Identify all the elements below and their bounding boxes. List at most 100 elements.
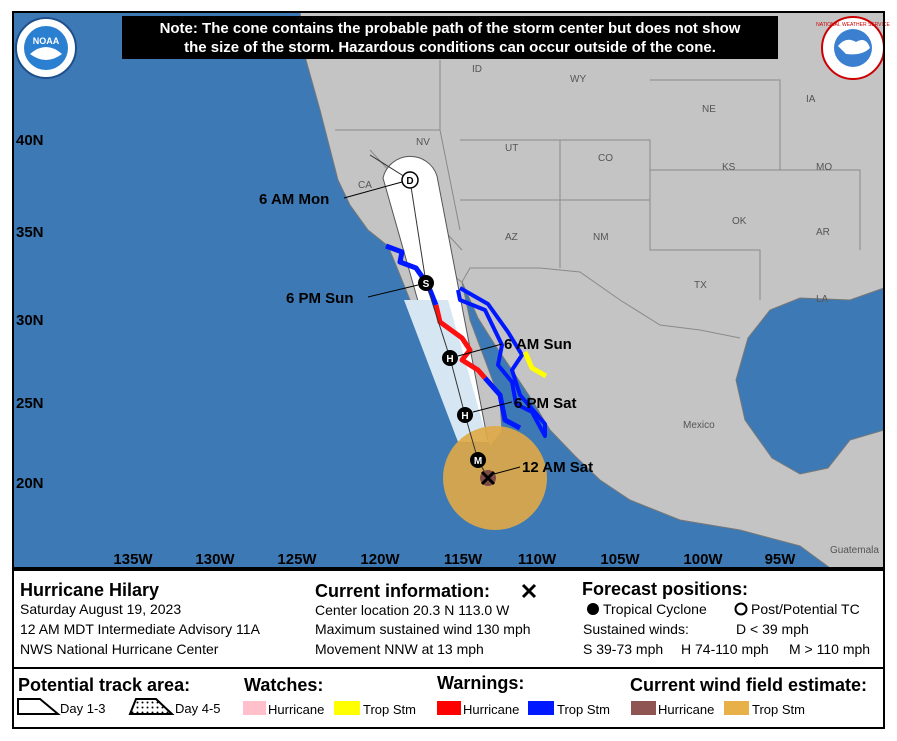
track-label: 6 PM Sun [286,290,354,307]
info-line: Movement NNW at 13 mph [315,641,484,657]
lon-label: 105W [600,551,640,568]
point-letter: M [474,456,482,467]
note-box [122,16,778,59]
legend-title: Current wind field estimate: [630,675,867,695]
country-label: Guatemala [830,545,879,556]
state-label: NE [702,104,716,115]
info-line: 12 AM MDT Intermediate Advisory 11A [20,621,261,637]
lat-label: 25N [16,395,44,412]
lon-label: 125W [277,551,317,568]
legend-label: Hurricane [268,702,324,717]
tc-symbol [587,603,599,615]
legend-label: Trop Stm [363,702,416,717]
point [418,275,434,291]
x-symbol [521,583,537,599]
info-line: Sustained winds: [583,621,689,637]
day13-symbol [17,698,61,715]
point-letter: S [423,279,430,290]
state-labels: ID WY NV UT CO NE IA CA KS MO AZ NM OK A… [358,64,879,556]
lon-label: 130W [195,551,235,568]
legend-label: Trop Stm [752,702,805,717]
legend-title: Watches: [244,675,323,695]
lon-label: 135W [113,551,153,568]
track-points: D S H H M [401,171,496,486]
lat-labels: 40N 35N 30N 25N 20N [16,132,44,492]
swatch [528,701,554,715]
map-frame [12,11,885,569]
state-label: WY [570,74,586,85]
legend-label: Day 1-3 [60,701,106,716]
state-label: AZ [505,232,518,243]
country-label: Mexico [683,420,715,431]
lat-label: 20N [16,475,44,492]
map: ID WY NV UT CO NE IA CA KS MO AZ NM OK A… [12,11,891,569]
trop-watch [522,350,548,379]
track-label: 6 AM Sun [504,336,572,353]
note-line: Note: The cone contains the probable pat… [160,20,741,37]
logo-text: NATIONAL WEATHER SERVICE [816,22,890,28]
info-line: Saturday August 19, 2023 [20,601,181,617]
state-label: CO [598,153,613,164]
info-line: Center location 20.3 N 113.0 W [315,602,510,618]
legend-title: Warnings: [437,673,524,693]
point-letter: H [446,354,453,365]
lon-label: 110W [518,551,557,568]
cone-day13 [404,300,488,442]
trop-warning [483,376,522,431]
swatch [631,701,656,715]
legend-label: Trop Stm [557,702,610,717]
state-label: TX [694,280,707,291]
info-line: D < 39 mph [736,621,809,637]
state-label: ID [472,64,482,75]
info-line: M > 110 mph [789,641,870,657]
legend-label: Day 4-5 [175,701,221,716]
state-label: AR [816,227,830,238]
point [442,350,458,366]
state-label: CA [358,180,372,191]
info-line: H 74-110 mph [681,641,769,657]
current-x [480,470,496,486]
note-line: the size of the storm. Hazardous conditi… [184,39,716,56]
lat-label: 30N [16,312,44,329]
state-label: KS [722,162,736,173]
legend-title: Potential track area: [18,675,190,695]
info-line: Maximum sustained wind 130 mph [315,621,531,637]
legend-label: Hurricane [463,702,519,717]
point [401,171,419,189]
section-title: Current information: [315,581,490,601]
point [457,407,473,423]
ptc-symbol [734,602,748,616]
swatch [243,701,266,715]
point [470,452,486,468]
land [299,11,885,569]
day45-symbol [128,698,175,715]
state-label: OK [732,216,747,227]
lat-label: 40N [16,132,44,149]
swatch [437,701,461,715]
swatch [724,701,749,715]
state-label: NM [593,232,609,243]
point-letter: H [461,411,468,422]
trop-warning [456,286,547,438]
swatch [334,701,360,715]
lon-label: 95W [765,551,797,568]
lon-label: 115W [444,551,483,568]
state-label: MO [816,162,832,173]
info-line: S 39-73 mph [583,641,663,657]
lon-label: 100W [683,551,723,568]
section-title: Forecast positions: [582,579,748,599]
legend: Potential track area: Day 1-3 Day 4-5 Wa… [17,673,867,717]
state-label: NV [416,137,430,148]
lon-label: 120W [360,551,400,568]
info-line: NWS National Hurricane Center [20,641,219,657]
lat-label: 35N [16,224,44,241]
logo-text: NOAA [33,36,60,46]
track-label: 12 AM Sat [522,459,593,476]
warnings [385,243,548,438]
storm-name: Hurricane Hilary [20,580,159,600]
state-label: LA [816,294,829,305]
track-label: 6 AM Mon [259,191,329,208]
lon-labels: 135W 130W 125W 120W 115W 110W 105W 100W … [113,551,796,568]
